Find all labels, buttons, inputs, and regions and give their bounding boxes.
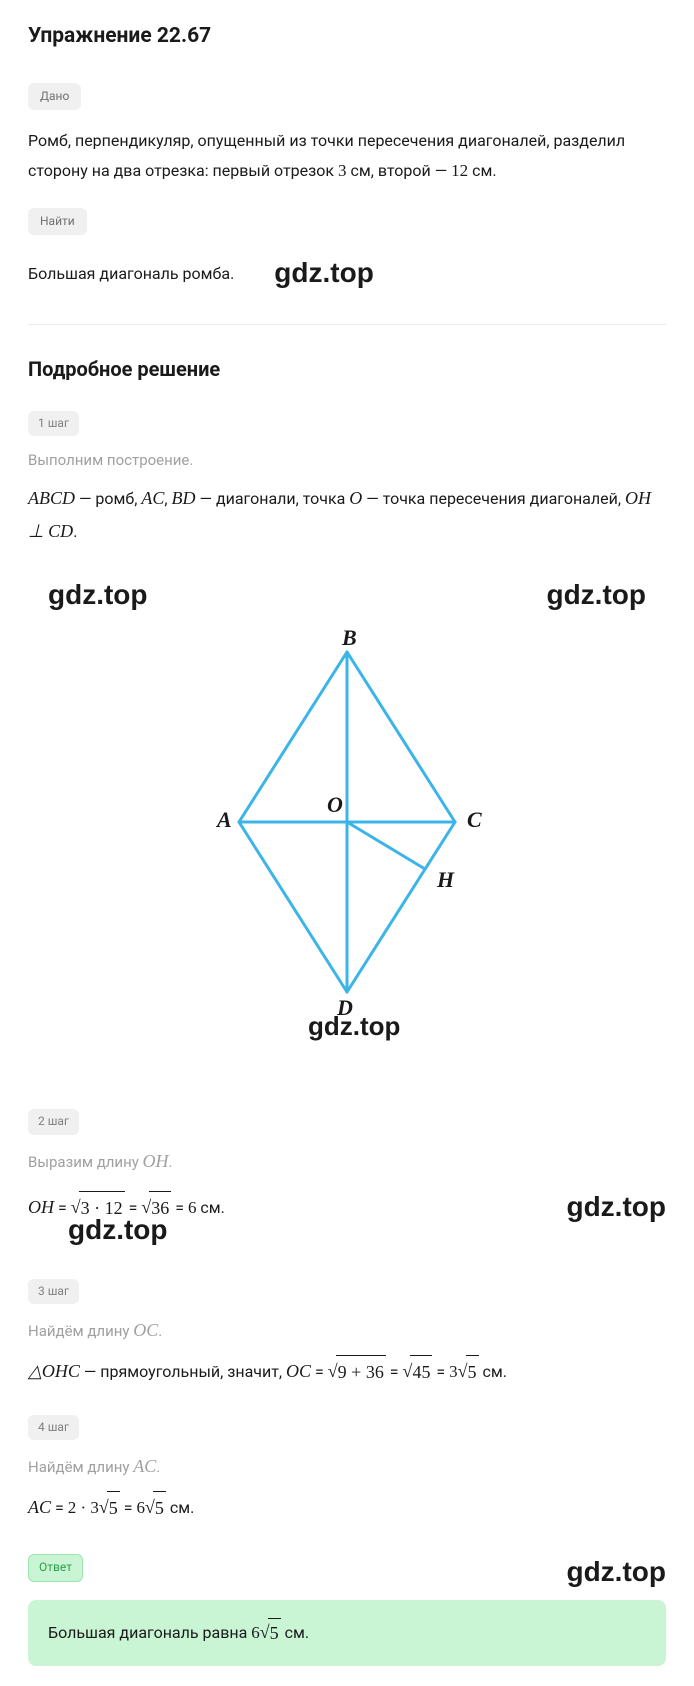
text: . [156,1458,160,1476]
watermark: gdz.top [546,573,646,618]
text: см. [479,1362,507,1381]
step-desc: Выполним построение. [28,448,666,472]
formula: △OHC — прямоугольный, значит, OC = 9 + 3… [28,1355,666,1389]
math: OH [143,1151,169,1171]
value: 2 · 3 [68,1498,99,1517]
sqrt: 9 + 36 [328,1361,386,1381]
solution-title: Подробное решение [28,353,666,385]
text: см. [281,1623,309,1642]
step-tag: 4 шаг [28,1415,79,1440]
answer-tag: Ответ [28,1554,83,1581]
text: = [120,1498,137,1517]
watermark: gdz.top [48,573,148,618]
svg-text:A: A [215,807,232,832]
text: Найдём длину [28,1322,133,1340]
svg-text:O: O [327,792,343,817]
text: . [158,1322,162,1340]
step-2: 2 шаг Выразим длину OH. OH = 3 · 12 = 36… [28,1107,666,1253]
text: см. [166,1498,194,1517]
text: Ромб, перпендикуляр, опущенный из точки … [28,131,625,181]
text: = [51,1498,68,1517]
divider [28,324,666,325]
math: △OHC [28,1361,80,1381]
text: — точка пересечения диагоналей, [362,489,625,508]
step-tag: 2 шаг [28,1109,79,1134]
watermark: gdz.top [566,1185,666,1230]
svg-text:H: H [436,867,455,892]
value: 3 [338,161,347,180]
exercise-title: Упражнение 22.67 [28,20,666,54]
math: ABCD [28,488,75,508]
text: — ромб, [75,489,141,508]
sqrt: 5 [260,1622,281,1642]
value: 3 [449,1362,458,1381]
text: = [386,1362,403,1381]
value: 6 [251,1623,260,1642]
svg-text:B: B [341,627,357,650]
rhombus-diagram: ABCDOH [177,627,517,1027]
text: см. [468,161,496,180]
math: OH [28,1197,54,1217]
step-desc: Найдём длину OC. [28,1316,666,1345]
diagram-container: gdz.top gdz.top ABCDOH gdz.top [28,573,666,1028]
sqrt: 45 [403,1361,433,1381]
math: AC [28,1497,51,1517]
formula: AC = 2 · 35 = 65 см. [28,1491,666,1525]
sqrt: 5 [458,1361,479,1381]
step-4: 4 шаг Найдём длину AC. AC = 2 · 35 = 65 … [28,1413,666,1525]
text: Найдём длину [28,1458,133,1476]
sqrt: 5 [145,1497,166,1517]
watermark: gdz.top [68,1214,168,1245]
text: . [169,1153,173,1171]
given-tag: Дано [28,83,81,110]
step-1: 1 шаг Выполним построение. ABCD — ромб, … [28,409,666,549]
math: AC [141,488,164,508]
text: см, второй — [347,161,452,180]
watermark: gdz.top [274,251,374,296]
math: O [349,488,362,508]
step-tag: 3 шаг [28,1279,79,1304]
math: AC [133,1456,156,1476]
text: = [311,1362,328,1381]
text: — диагонали, точка [196,489,350,508]
svg-text:C: C [467,807,482,832]
text: Большая диагональ равна [48,1623,251,1642]
find-text: Большая диагональ ромба. [28,259,234,289]
step-tag: 1 шаг [28,411,79,436]
text: см. [196,1198,224,1217]
find-tag: Найти [28,208,87,235]
watermark-row: gdz.top gdz.top [28,573,666,618]
step-3: 3 шаг Найдём длину OC. △OHC — прямоуголь… [28,1277,666,1389]
given-text: Ромб, перпендикуляр, опущенный из точки … [28,126,666,187]
step-desc: Найдём длину AC. [28,1452,666,1481]
watermark: gdz.top [566,1550,666,1595]
math: OC [133,1320,158,1340]
text: = [171,1198,188,1217]
text: , [164,489,171,508]
math: BD [172,488,196,508]
given-section: Дано Ромб, перпендикуляр, опущенный из т… [28,82,666,187]
math: OC [286,1361,311,1381]
find-section: Найти Большая диагональ ромба. gdz.top [28,207,666,296]
text: — прямоугольный, значит, [80,1362,286,1381]
step-desc: Выразим длину OH. [28,1147,666,1176]
value: 12 [451,161,468,180]
watermark: gdz.top [308,1011,400,1041]
answer-box: Большая диагональ равна 65 см. [28,1600,666,1666]
step-content: ABCD — ромб, AC, BD — диагонали, точка O… [28,482,666,549]
text: Выразим длину [28,1153,143,1171]
text: . [73,522,77,541]
sqrt: 5 [99,1497,120,1517]
text: = [432,1362,449,1381]
value: 6 [137,1498,146,1517]
